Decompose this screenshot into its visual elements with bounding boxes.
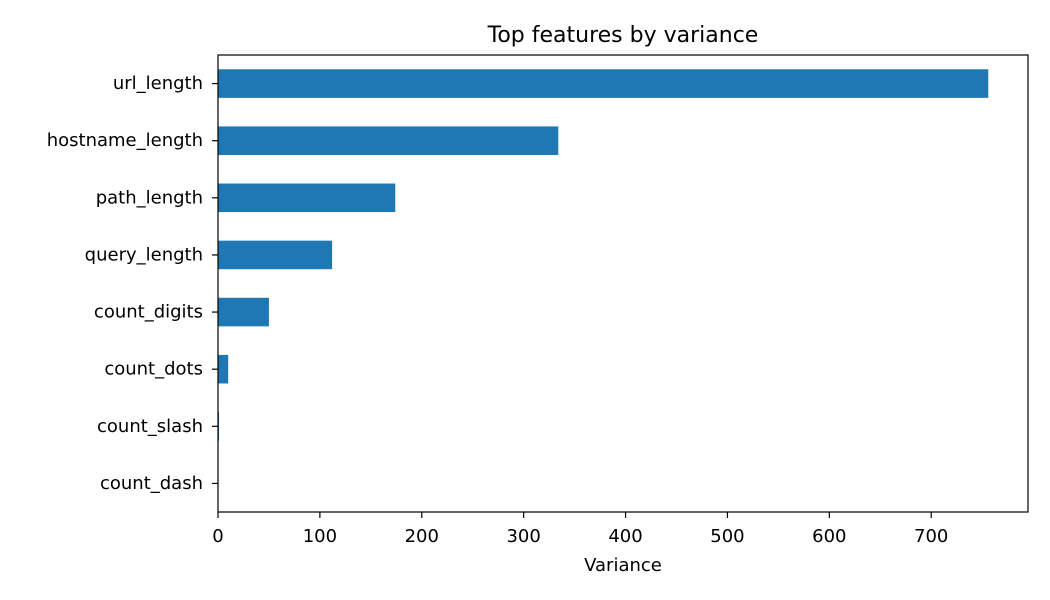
- x-tick-label: 300: [506, 526, 540, 547]
- x-axis-label: Variance: [584, 555, 662, 576]
- bar-count_dots: [218, 354, 229, 384]
- x-tick-label: 500: [710, 526, 744, 547]
- x-tick-label: 100: [303, 526, 337, 547]
- x-tick-label: 0: [212, 526, 223, 547]
- y-tick-label: query_length: [85, 244, 203, 265]
- x-tick-label: 400: [608, 526, 642, 547]
- y-tick-label: path_length: [96, 187, 203, 208]
- x-tick-label: 600: [812, 526, 846, 547]
- bar-hostname_length: [218, 126, 559, 155]
- y-tick-label: count_slash: [97, 416, 203, 437]
- bar-url_length: [218, 69, 989, 98]
- y-tick-label: count_digits: [94, 302, 203, 323]
- y-tick-label: count_dash: [100, 473, 203, 494]
- plot-area-frame: [217, 54, 1029, 513]
- y-tick-label: count_dots: [104, 359, 203, 380]
- x-axis-ticks: 0 100 200 300 400 500 600 700: [212, 512, 948, 547]
- y-tick-label: hostname_length: [47, 130, 203, 151]
- x-tick-label: 200: [405, 526, 439, 547]
- bar-count_digits: [218, 297, 269, 327]
- bar-path_length: [218, 183, 396, 213]
- y-axis-ticks: url_length hostname_length path_lengthquer…: [47, 73, 218, 494]
- bars-group: [218, 69, 989, 498]
- x-tick-label: 700: [914, 526, 948, 547]
- bar-query_length: [218, 240, 333, 270]
- y-tick-label: url_length: [113, 73, 203, 94]
- chart-title: Top features by variance: [487, 23, 759, 48]
